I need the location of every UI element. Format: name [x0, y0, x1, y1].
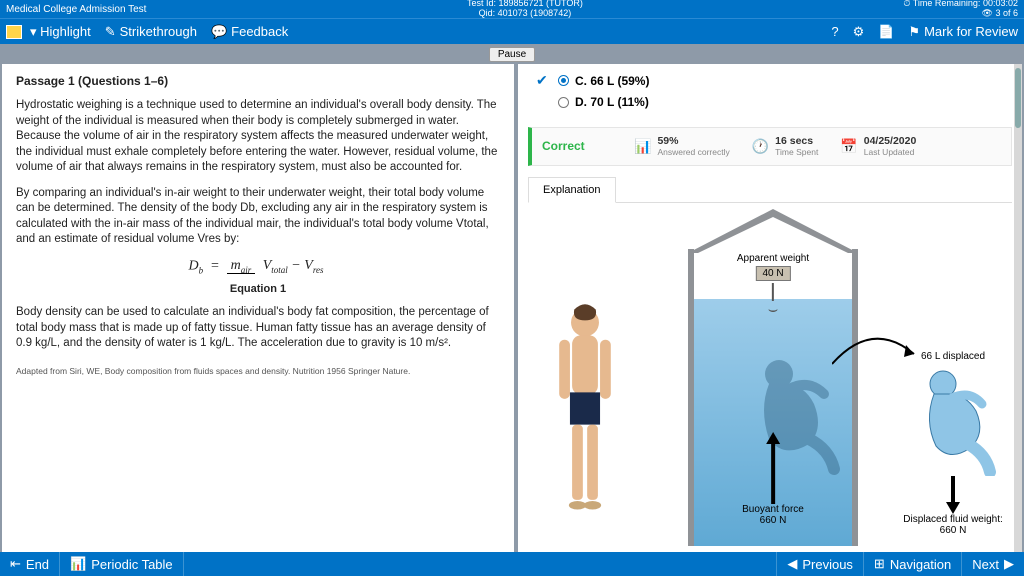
help-icon[interactable]: ? — [831, 24, 838, 39]
equation: Db = mair Vtotal − Vres — [16, 258, 500, 275]
answer-c-label: C. 66 L (59%) — [575, 74, 649, 88]
time-label: Time Remaining: — [913, 0, 981, 8]
displaced-figure: 66 L displaced Displaced fluid weight: 6… — [898, 351, 1008, 536]
stat-date: 📅 04/25/2020Last Updated — [840, 136, 916, 157]
strikethrough-button[interactable]: ✎ Strikethrough — [105, 24, 197, 40]
main-area: Passage 1 (Questions 1–6) Hydrostatic we… — [0, 64, 1024, 552]
answer-d[interactable]: D. 70 L (11%) — [536, 95, 1004, 109]
bottom-bar: ⇤ End 📊 Periodic Table ◀ Previous ⊞ Navi… — [0, 552, 1024, 576]
header-bar: Medical College Admission Test Test Id: … — [0, 0, 1024, 18]
timer-block: ⏱ Time Remaining: 00:03:02 👁 3 of 6 — [903, 0, 1018, 19]
mark-for-review-button[interactable]: ⚑ Mark for Review — [908, 24, 1018, 40]
flag-icon: ⚑ — [908, 24, 920, 40]
notes-icon[interactable]: 📄 — [878, 24, 894, 40]
progress: 3 of 6 — [995, 8, 1018, 18]
passage-p3: Body density can be used to calculate an… — [16, 305, 500, 352]
pause-bar: Pause — [0, 44, 1024, 64]
periodic-table-button[interactable]: 📊 Periodic Table — [60, 552, 184, 576]
feedback-button[interactable]: 💬 Feedback — [211, 24, 288, 40]
calendar-icon: 📅 — [840, 138, 857, 155]
chart-icon: 📊 — [634, 138, 651, 155]
gear-icon[interactable]: ⚙ — [853, 24, 865, 40]
scrollbar[interactable] — [1014, 64, 1022, 552]
stats-bar: Correct 📊 59%Answered correctly 🕐 16 sec… — [528, 127, 1012, 166]
exam-title: Medical College Admission Test — [6, 4, 146, 15]
stat-pct: 📊 59%Answered correctly — [634, 136, 730, 157]
stat-time: 🕐 16 secsTime Spent — [752, 136, 819, 157]
speech-icon: 💬 — [211, 24, 227, 40]
radio-icon — [558, 97, 569, 108]
test-ids: Test Id: 189856721 (TUTOR) Qid: 401073 (… — [146, 0, 903, 19]
pause-button[interactable]: Pause — [489, 47, 535, 62]
citation: Adapted from Siri, WE, Body composition … — [16, 366, 500, 377]
passage-panel: Passage 1 (Questions 1–6) Hydrostatic we… — [2, 64, 514, 552]
toolbar: ▾ Highlight ✎ Strikethrough 💬 Feedback ?… — [0, 18, 1024, 44]
check-icon: ✔ — [536, 72, 552, 89]
status-badge: Correct — [542, 139, 612, 153]
buoyant-force: Buoyant force 660 N — [742, 432, 804, 526]
end-button[interactable]: ⇤ End — [0, 552, 60, 576]
question-panel: ✔ C. 66 L (59%) D. 70 L (11%) Correct 📊 … — [518, 64, 1022, 552]
pencil-icon: ✎ — [105, 24, 116, 40]
answer-d-label: D. 70 L (11%) — [575, 95, 649, 109]
feedback-label: Feedback — [231, 24, 288, 39]
clock-icon: 🕐 — [752, 138, 769, 155]
tab-explanation[interactable]: Explanation — [528, 177, 616, 203]
tab-row: Explanation — [528, 176, 1012, 203]
previous-button[interactable]: ◀ Previous — [776, 552, 863, 576]
passage-heading: Passage 1 (Questions 1–6) — [16, 74, 500, 88]
radio-icon — [558, 75, 569, 86]
time-value: 00:03:02 — [983, 0, 1018, 8]
highlight-label: Highlight — [40, 24, 91, 39]
next-button[interactable]: Next ▶ — [961, 552, 1024, 576]
highlight-swatch-icon — [6, 25, 22, 39]
passage-p2: By comparing an individual's in-air weig… — [16, 186, 500, 248]
navigation-button[interactable]: ⊞ Navigation — [863, 552, 961, 576]
answer-c[interactable]: ✔ C. 66 L (59%) — [536, 72, 1004, 89]
equation-label: Equation 1 — [16, 283, 500, 295]
diagram: Apparent weight 40 N ⌣ — [528, 209, 1012, 546]
passage-p1: Hydrostatic weighing is a technique used… — [16, 98, 500, 176]
mark-label: Mark for Review — [924, 24, 1018, 39]
standing-person — [542, 301, 628, 541]
strike-label: Strikethrough — [120, 24, 197, 39]
highlight-button[interactable]: ▾ Highlight — [6, 24, 91, 40]
apparent-weight: Apparent weight 40 N ⌣ — [737, 253, 809, 319]
answer-choices: ✔ C. 66 L (59%) D. 70 L (11%) — [528, 70, 1012, 123]
